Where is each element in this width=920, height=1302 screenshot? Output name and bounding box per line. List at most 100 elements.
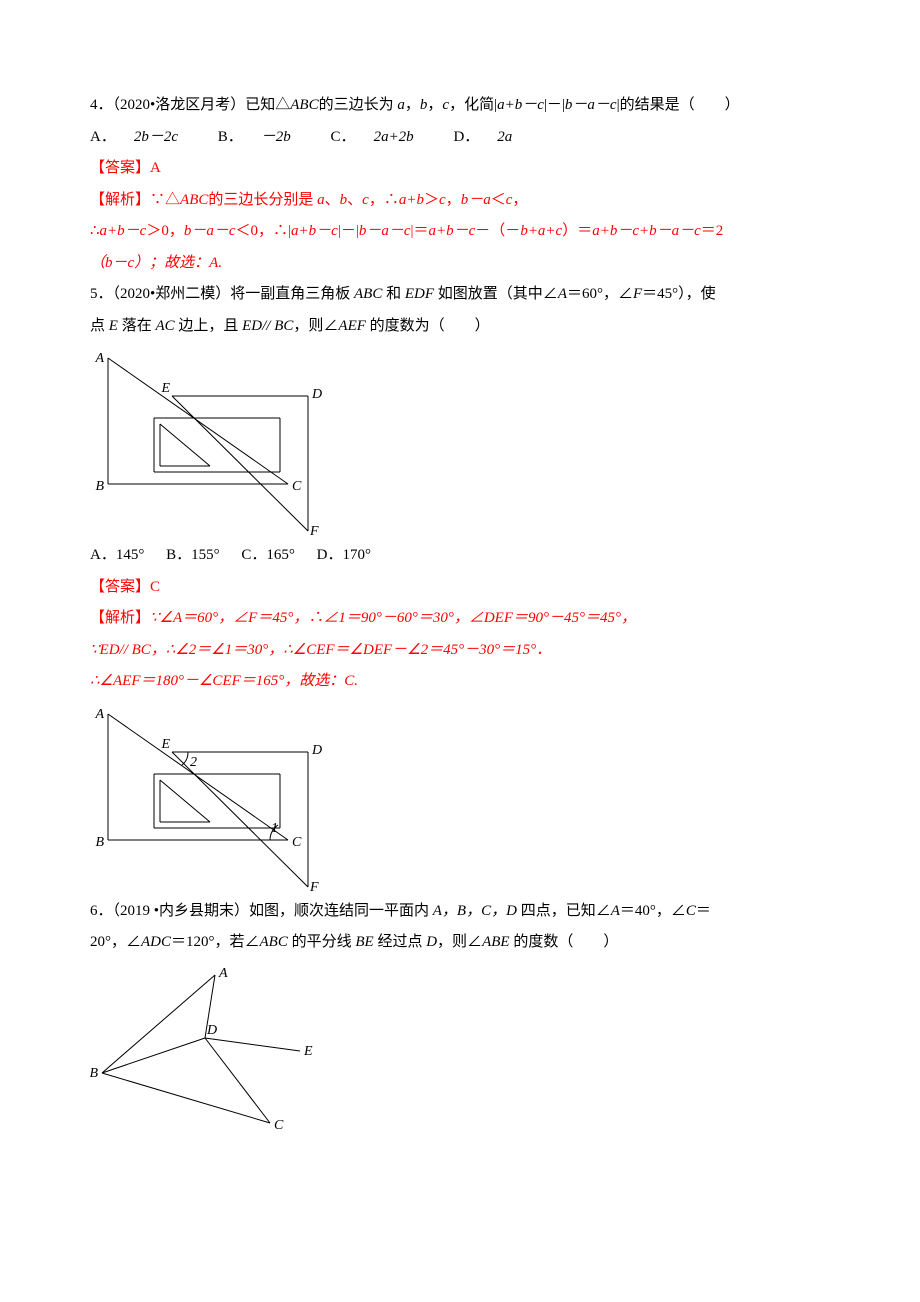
q6-stem-l1: 6．（2019 •内乡县期末）如图，顺次连结同一平面内 A，B，C，D 四点，已… — [90, 896, 830, 928]
e: F — [633, 286, 642, 302]
t: ＝ — [696, 903, 711, 919]
q5-figure-1: ABCEDF — [90, 346, 830, 536]
svg-text:D: D — [311, 743, 322, 758]
e: b－a — [461, 192, 491, 208]
t: 6．（2019 •内乡县期末）如图，顺次连结同一平面内 — [90, 903, 433, 919]
svg-text:E: E — [303, 1044, 313, 1059]
val: C — [150, 579, 160, 595]
t: 点 — [90, 318, 109, 334]
label: D． — [453, 122, 479, 154]
svg-text:D: D — [206, 1023, 217, 1038]
svg-text:E: E — [160, 737, 170, 752]
expr: b－a－c — [565, 97, 617, 113]
label: 【答案】 — [90, 160, 150, 176]
t: 经过点 — [374, 934, 427, 950]
e: E — [109, 318, 118, 334]
e: c — [439, 192, 446, 208]
svg-text:F: F — [309, 524, 319, 536]
t: 的平分线 — [288, 934, 356, 950]
t: ＜0，∴| — [236, 223, 292, 239]
label: C． — [331, 122, 356, 154]
val: A — [150, 160, 161, 176]
val: 2b－2c — [134, 122, 178, 154]
q5-explain-l2: ∵ED// BC，∴∠2＝∠1＝30°，∴∠CEF＝∠DEF－∠2＝45°－30… — [90, 635, 830, 667]
q5-explain-l1: 【解析】∵∠A＝60°，∠F＝45°，∴∠1＝90°－60°＝30°，∠DEF＝… — [90, 603, 830, 635]
label: B． — [218, 122, 243, 154]
t: 四点，已知∠ — [517, 903, 611, 919]
q4-optA: A．2b－2c — [90, 122, 196, 154]
q6-figure: BADEC — [90, 963, 830, 1133]
val: 2a+2b — [374, 122, 414, 154]
svg-text:C: C — [274, 1118, 284, 1133]
text: |的结果是（ ） — [617, 97, 740, 113]
abc: ABC — [180, 192, 208, 208]
e: ABE — [482, 934, 510, 950]
svg-text:B: B — [90, 1066, 98, 1081]
q5-figure-1-svg: ABCEDF — [90, 346, 330, 536]
e: BE — [355, 934, 373, 950]
e: c — [506, 192, 513, 208]
e: A，B，C，D — [433, 903, 517, 919]
e: b — [340, 192, 348, 208]
q5-figure-2: ABCEDF12 — [90, 702, 830, 892]
t: ∴ — [90, 223, 100, 239]
e: a+b－c+b－a－c — [592, 223, 701, 239]
e: ADC — [141, 934, 171, 950]
t: |＝ — [411, 223, 429, 239]
q4-optD: D． 2a — [453, 122, 530, 154]
t: ， — [446, 192, 461, 208]
t: ＝45°），使 — [642, 286, 716, 302]
e: a+b — [399, 192, 424, 208]
q5-optC: C．165° — [241, 540, 295, 572]
q5-optD: D．170° — [317, 540, 371, 572]
expr: a+b－c — [497, 97, 544, 113]
e: ABC — [260, 934, 288, 950]
q5-stem-l2: 点 E 落在 AC 边上，且 ED// BC，则∠AEF 的度数为（ ） — [90, 311, 830, 343]
svg-text:B: B — [95, 835, 104, 850]
label: 【答案】 — [90, 579, 150, 595]
q4-explain-l1: 【解析】∵△ABC的三边长分别是 a、b、c，∴a+b＞c，b－a＜c， — [90, 185, 830, 217]
t: ＜ — [491, 192, 506, 208]
t: ＝60°，∠ — [567, 286, 633, 302]
e: b－a－c — [359, 223, 411, 239]
q5-answer: 【答案】C — [90, 572, 830, 604]
t: －（－ — [475, 223, 520, 239]
svg-text:A: A — [94, 351, 104, 366]
e: a+b－c — [100, 223, 147, 239]
e: EDF — [405, 286, 434, 302]
e: c — [362, 192, 369, 208]
svg-text:B: B — [95, 479, 104, 494]
t: ＝2 — [701, 223, 724, 239]
t: （b－c）；故选：A. — [90, 255, 222, 271]
svg-text:F: F — [309, 880, 319, 892]
svg-text:D: D — [311, 387, 322, 402]
e: AEF — [338, 318, 366, 334]
t: ∵△ — [150, 192, 180, 208]
svg-text:1: 1 — [271, 821, 278, 836]
e: a — [317, 192, 325, 208]
q4-explain-l2: ∴a+b－c＞0，b－a－c＜0，∴|a+b－c|－|b－a－c|＝a+b－c－… — [90, 216, 830, 248]
q5-optA: A．145° — [90, 540, 144, 572]
t: 边上，且 — [175, 318, 243, 334]
t: ）＝ — [562, 223, 592, 239]
t: 和 — [382, 286, 405, 302]
text: 的三边长为 — [319, 97, 398, 113]
e: ED// BC — [242, 318, 293, 334]
e: C — [686, 903, 696, 919]
q4-explain-l3: （b－c）；故选：A. — [90, 248, 830, 280]
t: 5．（2020•郑州二模）将一副直角三角板 — [90, 286, 354, 302]
t: ，则∠ — [437, 934, 482, 950]
b: b — [420, 97, 428, 113]
text: ，化简| — [449, 97, 497, 113]
e: A — [611, 903, 620, 919]
t: 20°，∠ — [90, 934, 141, 950]
q6-stem-l2: 20°，∠ADC＝120°，若∠ABC 的平分线 BE 经过点 D，则∠ABE … — [90, 927, 830, 959]
e: AC — [155, 318, 174, 334]
a: a — [397, 97, 405, 113]
t: ，则∠ — [293, 318, 338, 334]
t: ，∴ — [369, 192, 399, 208]
t: ＝120°，若∠ — [171, 934, 260, 950]
t: 落在 — [118, 318, 156, 334]
val: 2a — [497, 122, 512, 154]
t: 的度数为（ ） — [366, 318, 490, 334]
